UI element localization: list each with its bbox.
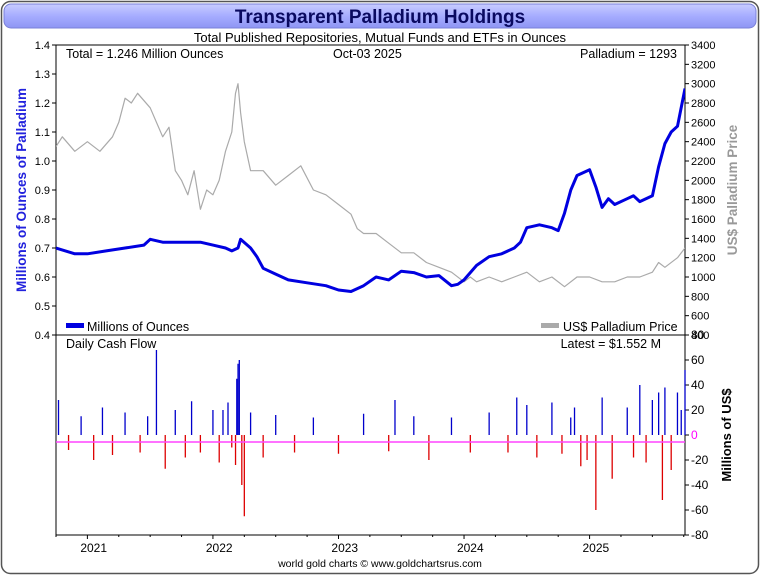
- y-tick-left-label: 1.4: [35, 40, 50, 52]
- y-tick-right-label: 1800: [691, 195, 715, 207]
- price-series-layer: [56, 83, 685, 288]
- footer-credit: world gold charts © www.goldchartsrus.co…: [277, 558, 482, 570]
- cash-flow-title: Daily Cash Flow: [66, 337, 157, 351]
- legend-swatch-price: [541, 323, 559, 328]
- y-tick-right-label: 2000: [691, 175, 715, 187]
- price-line: [56, 83, 685, 288]
- y-tick-right-label: 600: [691, 311, 709, 323]
- x-tick-label: 2025: [583, 541, 610, 555]
- chart-subtitle: Total Published Repositories, Mutual Fun…: [194, 30, 567, 45]
- y-tick-right-label: 1200: [691, 253, 715, 265]
- y-tick-right-label: 3000: [691, 79, 715, 91]
- y-tick-right-label: 3400: [691, 40, 715, 52]
- y-tick-cash-label: -60: [691, 503, 709, 517]
- y-tick-left-label: 1.1: [35, 127, 50, 139]
- holdings-line: [56, 88, 685, 293]
- x-axis-ticks: 2021 2022 2023 2024 2025: [55, 535, 685, 555]
- y-tick-left-label: 0.8: [35, 214, 50, 226]
- date-label: Oct-03 2025: [333, 47, 402, 61]
- y-tick-right-label: 1000: [691, 272, 715, 284]
- legend-label-price: US$ Palladium Price: [563, 320, 678, 334]
- x-tick-label: 2022: [206, 541, 233, 555]
- y-tick-left-label: 0.9: [35, 185, 50, 197]
- y-tick-left-label: 0.4: [35, 330, 50, 342]
- price-label: Palladium = 1293: [580, 47, 677, 61]
- y-tick-right-label: 3200: [691, 59, 715, 71]
- legend-label-ounces: Millions of Ounces: [87, 320, 189, 334]
- y-tick-right-label: 2800: [691, 98, 715, 110]
- y-tick-cash-label: 80: [691, 328, 705, 342]
- y-tick-right-label: 400: [691, 330, 709, 342]
- y-tick-left-label: 0.7: [35, 243, 50, 255]
- x-tick-label: 2023: [331, 541, 358, 555]
- y-tick-right-label: 800: [691, 291, 709, 303]
- cash-flow-axis-ticks: 80 60 40 20 0 -20 -40 -60 -80: [685, 328, 709, 542]
- holdings-plot-area: [55, 44, 686, 336]
- y-tick-left-label: 1.2: [35, 98, 50, 110]
- y-tick-left-label: 1.3: [35, 69, 50, 81]
- y-tick-cash-label: -40: [691, 478, 709, 492]
- cash-flow-latest: Latest = $1.552 M: [561, 337, 661, 351]
- cash-flow-bars: [57, 350, 686, 517]
- y-tick-cash-label: 0: [691, 428, 698, 442]
- y-tick-left-label: 0.6: [35, 272, 50, 284]
- y-tick-right-label: 1600: [691, 214, 715, 226]
- y-tick-cash-label: -80: [691, 528, 709, 542]
- chart-title: Transparent Palladium Holdings: [235, 7, 525, 28]
- y-tick-cash-label: 20: [691, 403, 705, 417]
- y-axis-title-cash: Millions of US$: [719, 388, 734, 482]
- x-tick-label: 2024: [457, 541, 484, 555]
- cash-flow-plot-area: [55, 334, 686, 536]
- holdings-series-layer: [56, 88, 685, 293]
- x-tick-label: 2021: [80, 541, 107, 555]
- y-tick-right-label: 2600: [691, 117, 715, 129]
- y-tick-left-label: 0.5: [35, 301, 50, 313]
- y-axis-title-right: US$ Palladium Price: [725, 124, 740, 255]
- y-tick-cash-label: 60: [691, 353, 705, 367]
- y-tick-left-label: 1.0: [35, 156, 50, 168]
- holdings-axis-ticks: 1.4 1.3 1.2 1.1 1.0 0.9 0.8 0.7 0.6 0.5 0.4 3400 320…: [35, 40, 716, 342]
- y-tick-right-label: 1400: [691, 233, 715, 245]
- legend-swatch-ounces: [66, 323, 84, 328]
- y-tick-right-label: 2200: [691, 156, 715, 168]
- y-tick-right-label: 2400: [691, 137, 715, 149]
- total-label: Total = 1.246 Million Ounces: [66, 47, 223, 61]
- title-bar: [3, 3, 757, 29]
- y-tick-cash-label: -20: [691, 453, 709, 467]
- y-tick-cash-label: 40: [691, 378, 705, 392]
- y-axis-title-left: Millions of Ounces of Palladium: [14, 88, 29, 292]
